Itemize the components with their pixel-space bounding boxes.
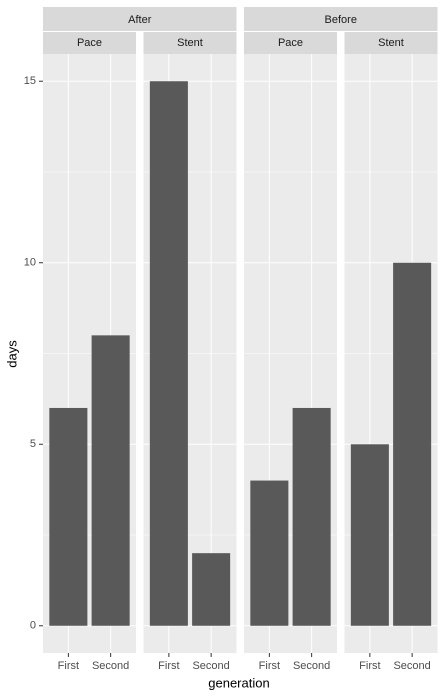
strip-text: Stent [177,37,203,49]
strip [43,32,136,54]
x-tick-label: First [359,660,380,672]
bar [192,553,231,626]
strip [143,32,237,54]
bar [149,81,188,626]
strip-text: Pace [77,37,102,49]
strip-text: After [128,14,152,26]
x-tick-label: Second [192,660,229,672]
x-tick-label: Second [92,660,129,672]
y-tick-label: 15 [24,75,36,87]
x-tick-label: First [158,660,179,672]
strip-text: Pace [278,37,303,49]
x-tick-label: Second [293,660,330,672]
y-tick-label: 10 [24,257,36,269]
y-tick-label: 5 [30,438,36,450]
strip [344,32,438,54]
strip-text: Stent [378,37,404,49]
bar [250,480,289,626]
x-tick-label: First [259,660,280,672]
x-tick-label: First [58,660,79,672]
x-axis-title: generation [208,675,269,690]
x-tick-label: Second [393,660,430,672]
bar [91,335,130,626]
bar [393,262,432,626]
strip [43,7,237,31]
strip-text: Before [325,14,357,26]
bar [350,444,389,626]
bar [292,407,331,626]
strip [244,32,337,54]
y-tick-label: 0 [30,620,36,632]
bar [49,407,88,626]
strip [244,7,438,31]
y-axis-title: days [4,340,19,368]
